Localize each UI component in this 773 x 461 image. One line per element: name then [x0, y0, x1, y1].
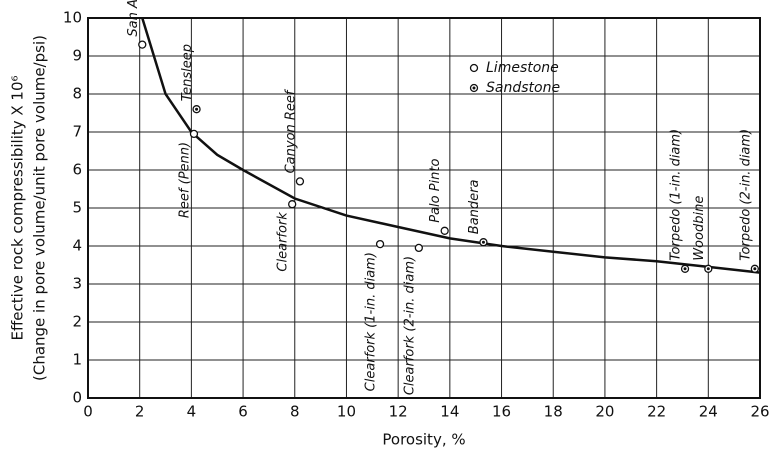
- point-dot: [753, 267, 757, 271]
- x-axis-title: Porosity, %: [382, 431, 465, 449]
- y-tick-label: 1: [72, 351, 82, 369]
- point-label: Torpedo (2-in. diam): [738, 129, 753, 261]
- x-tick-label: 22: [647, 403, 666, 421]
- x-tick-label: 16: [492, 403, 511, 421]
- point-dot: [706, 267, 710, 271]
- point-label: Torpedo (1-in. diam): [669, 129, 684, 261]
- point: [288, 200, 297, 209]
- x-tick-label: 18: [544, 403, 563, 421]
- point-label: Bandera: [467, 179, 482, 234]
- x-tick-label: 24: [699, 403, 718, 421]
- point: [414, 243, 423, 253]
- point-label: Palo Pinto: [428, 159, 443, 223]
- legend-marker-dot: [472, 86, 476, 90]
- point-label: Clearfork (1-in. diam): [364, 252, 379, 391]
- x-tick-label: 0: [83, 403, 93, 421]
- y-tick-label: 2: [72, 313, 82, 331]
- point-label: Canyon Reef: [283, 88, 298, 173]
- point: [375, 239, 385, 249]
- y-tick-label: 3: [72, 275, 82, 293]
- point-dot: [481, 240, 485, 244]
- point-label: San Andres: [126, 0, 141, 37]
- point-dot: [195, 107, 199, 111]
- point-label: Clearfork: [276, 212, 291, 272]
- y-tick-label: 5: [72, 199, 82, 217]
- x-tick-label: 12: [389, 403, 408, 421]
- y-tick-label: 6: [72, 161, 82, 179]
- point: [440, 226, 449, 235]
- y-tick-label: 7: [72, 123, 82, 141]
- y-tick-label: 10: [63, 9, 82, 27]
- legend-label: Limestone: [486, 60, 559, 76]
- x-tick-label: 20: [595, 403, 614, 421]
- x-tick-label: 14: [440, 403, 459, 421]
- point-label: Woodbine: [692, 196, 707, 261]
- point-label: Clearfork (2-in. diam): [402, 256, 417, 395]
- x-tick-label: 26: [750, 403, 769, 421]
- point-dot: [683, 267, 687, 271]
- legend-label: Sandstone: [486, 80, 560, 96]
- x-tick-label: 2: [135, 403, 145, 421]
- point-label: Reef (Penn): [177, 142, 192, 218]
- point: [189, 129, 199, 139]
- point: [295, 177, 305, 186]
- x-tick-label: 8: [290, 403, 300, 421]
- y-axis-subtitle: (Change in pore volume/unit pore volume/…: [31, 35, 49, 381]
- y-tick-label: 8: [72, 85, 82, 103]
- point-label: Tensleep: [180, 44, 195, 101]
- point: [138, 40, 147, 49]
- fit-curve: [141, 17, 761, 274]
- y-axis-title: Effective rock compressibility X 10⁶: [9, 75, 27, 340]
- x-tick-label: 6: [238, 403, 248, 421]
- x-tick-label: 4: [187, 403, 197, 421]
- x-tick-label: 10: [337, 403, 356, 421]
- legend-marker: [469, 63, 479, 73]
- y-tick-label: 9: [72, 47, 82, 65]
- y-tick-label: 0: [72, 389, 82, 407]
- plot-frame: [87, 17, 761, 399]
- y-tick-label: 4: [72, 237, 82, 255]
